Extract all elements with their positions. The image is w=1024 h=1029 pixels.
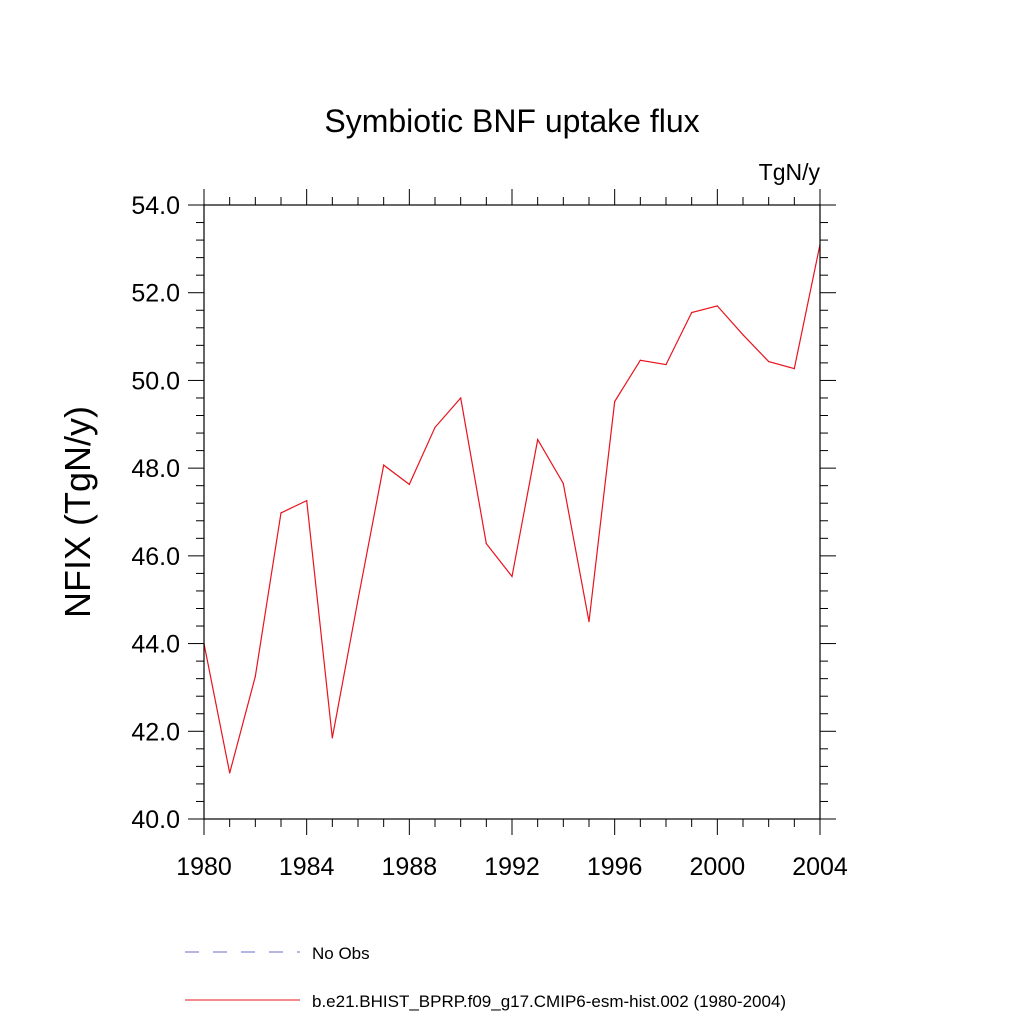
y-tick-label: 42.0 [131, 718, 180, 746]
legend-label: b.e21.BHIST_BPRP.f09_g17.CMIP6-esm-hist.… [312, 992, 786, 1011]
data-point [691, 311, 693, 314]
series-layer [203, 243, 821, 774]
data-point [254, 675, 256, 678]
x-tick-label: 1996 [587, 853, 643, 881]
data-point [742, 334, 744, 336]
x-tick-label: 2000 [690, 853, 746, 881]
legend-label: No Obs [312, 944, 370, 963]
x-tick-label: 1980 [176, 853, 232, 881]
data-point [460, 397, 462, 399]
x-tick-label: 1988 [382, 853, 438, 881]
y-tick-label: 48.0 [131, 455, 180, 483]
x-tick-label: 1984 [279, 853, 335, 881]
plot-frame [203, 204, 821, 820]
y-tick-label: 46.0 [131, 543, 180, 571]
x-tick-label: 2004 [792, 853, 848, 881]
chart-title: Symbiotic BNF uptake flux [324, 103, 699, 139]
y-tick-label: 50.0 [131, 367, 180, 395]
data-point [768, 360, 770, 363]
data-point [485, 542, 487, 545]
data-point [614, 400, 616, 403]
data-point [280, 512, 282, 514]
x-tick-label: 1992 [484, 853, 540, 881]
data-point [229, 772, 231, 774]
units-label: TgN/y [759, 159, 821, 185]
data-point [716, 305, 718, 307]
data-point [306, 499, 308, 502]
y-tick-labels: 40.0 42.0 44.0 46.0 48.0 50.0 52.0 54.0 [131, 192, 180, 834]
y-tick-label: 40.0 [131, 806, 180, 834]
series-line [203, 244, 821, 774]
data-point [639, 359, 641, 361]
y-tick-label: 44.0 [131, 631, 180, 659]
data-point [434, 426, 436, 428]
y-tick-label: 54.0 [131, 192, 180, 220]
data-point [408, 483, 410, 485]
axis-ticks [188, 189, 836, 835]
data-point [793, 367, 795, 370]
y-tick-label: 52.0 [131, 280, 180, 308]
legend: No Obs b.e21.BHIST_BPRP.f09_g17.CMIP6-esm… [185, 944, 786, 1011]
data-point [331, 737, 333, 739]
data-point [537, 439, 539, 441]
data-point [562, 482, 564, 485]
data-point [665, 364, 667, 366]
y-axis-label: NFIX (TgN/y) [57, 406, 98, 618]
x-tick-labels: 1980 1984 1988 1992 1996 2000 2004 [176, 853, 848, 881]
data-point [588, 621, 590, 623]
data-point [511, 575, 513, 578]
data-point [383, 464, 385, 466]
data-point [357, 599, 359, 601]
